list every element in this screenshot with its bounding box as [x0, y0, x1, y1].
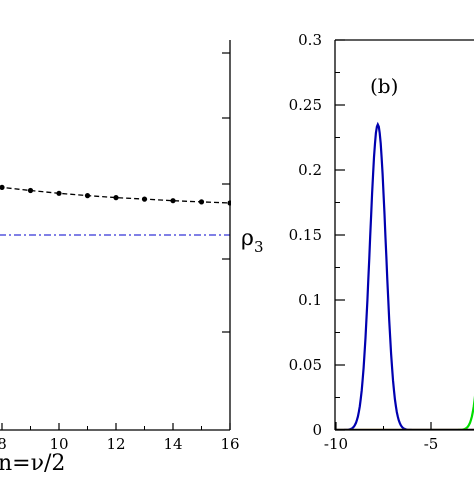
panel-b-y-axis-symbol: ρ — [241, 226, 254, 251]
panel-b-y-tick-label: 0.15 — [289, 226, 322, 244]
panel-b-y-tick-label: 0.05 — [289, 356, 322, 374]
panel-b-x-tick-label: -5 — [424, 435, 439, 453]
panel-a-x-tick-label: 12 — [106, 435, 125, 453]
panel-b-y-axis-title: ρ3 — [241, 226, 263, 256]
panel-b-y-tick-label: 0.25 — [289, 96, 322, 114]
panel-a-x-tick-label: 8 — [0, 435, 7, 453]
panel-a-x-tick-label: 14 — [163, 435, 182, 453]
panel-a-x-tick-label: 16 — [220, 435, 239, 453]
panel-a-point — [198, 199, 205, 205]
panel-b: 0 0.05 0.1 0.15 0.2 0.25 0.3 -10 -5 (b) ρ3 — [241, 31, 474, 453]
panel-a-x-axis-title: n=ν/2 — [0, 451, 65, 474]
panel-a-point — [56, 190, 62, 196]
panel-a: 8 10 12 14 16 n=ν/2 — [0, 40, 240, 476]
panel-b-series-1-line — [336, 395, 474, 430]
panel-b-x-tick-label: -10 — [324, 435, 348, 453]
panel-b-y-tick-label: 0.1 — [298, 291, 322, 309]
panel-a-point — [27, 187, 34, 194]
panel-b-label: (b) — [370, 74, 398, 98]
panel-b-y-axis-subscript: 3 — [254, 238, 264, 256]
panel-a-x-tick-label: 10 — [49, 435, 68, 453]
panel-b-y-tick-label: 0 — [312, 421, 322, 439]
panel-a-point — [141, 196, 148, 202]
panel-a-point — [170, 198, 176, 204]
panel-b-y-tick-label: 0.3 — [298, 31, 322, 49]
panel-b-series-3-line — [336, 428, 474, 430]
panel-b-y-tick-label: 0.2 — [298, 161, 322, 179]
panel-b-series-0-line — [336, 121, 474, 430]
panel-a-point — [113, 195, 119, 201]
panel-a-point — [0, 184, 5, 190]
panel-a-point — [84, 193, 91, 199]
panel-b-series-2-line — [336, 428, 474, 430]
